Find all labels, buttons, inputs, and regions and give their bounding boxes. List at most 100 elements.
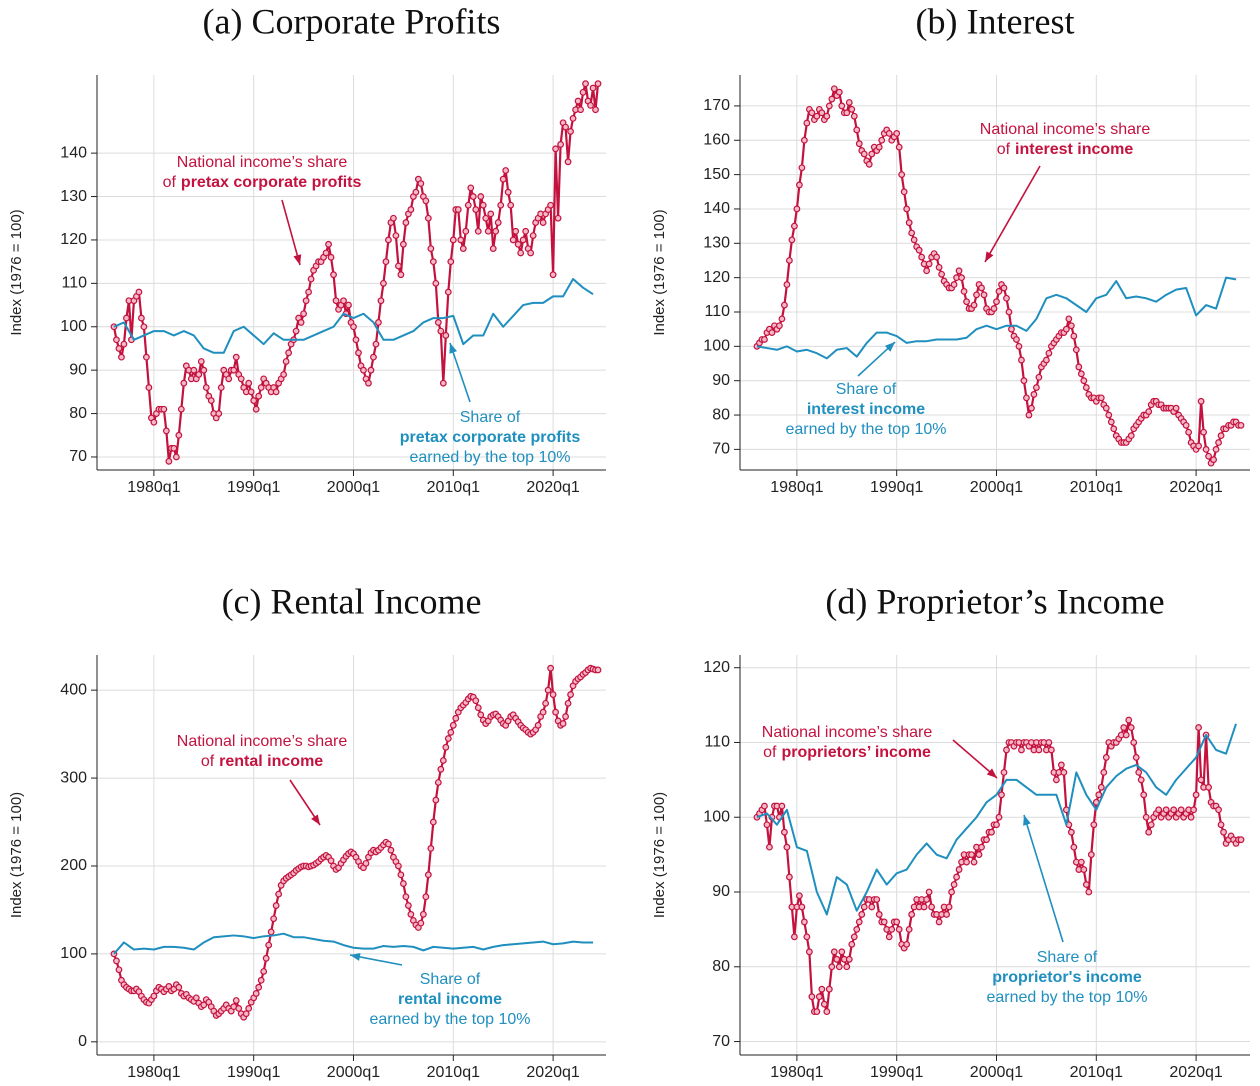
- point-marker: [923, 896, 931, 903]
- annotation-text: pretax corporate profits: [400, 429, 581, 446]
- point-marker: [885, 933, 893, 941]
- point-marker: [1045, 739, 1053, 746]
- point-marker: [865, 160, 873, 168]
- point-marker: [761, 336, 768, 343]
- point-marker: [175, 983, 183, 991]
- point-marker: [562, 713, 569, 720]
- point-marker: [1052, 776, 1060, 784]
- point-marker: [424, 214, 432, 222]
- point-marker: [1067, 322, 1075, 330]
- point-marker: [372, 340, 380, 348]
- point-marker: [903, 940, 911, 948]
- point-marker: [888, 925, 896, 933]
- point-marker: [781, 828, 788, 836]
- point-marker: [1102, 404, 1110, 412]
- annotation-text: National income’s share: [177, 154, 348, 171]
- point-marker: [808, 109, 816, 117]
- annotation-arrow: [984, 165, 1041, 263]
- point-marker: [1000, 768, 1008, 776]
- point-marker: [397, 871, 405, 879]
- point-marker: [514, 240, 522, 248]
- annotation-arrow: [1023, 814, 1064, 943]
- point-marker: [322, 249, 330, 257]
- point-marker: [1197, 776, 1205, 784]
- point-marker: [830, 948, 838, 956]
- point-marker: [1190, 806, 1198, 814]
- point-marker: [768, 329, 776, 337]
- point-marker: [569, 115, 577, 122]
- point-marker: [1200, 428, 1207, 436]
- point-marker: [958, 274, 965, 282]
- point-marker: [399, 880, 407, 887]
- point-marker: [252, 405, 260, 413]
- y-tick-label: 120: [703, 269, 730, 286]
- point-marker: [761, 802, 768, 810]
- point-marker: [447, 728, 455, 736]
- point-marker: [404, 902, 412, 909]
- point-marker: [835, 963, 843, 971]
- point-marker: [442, 743, 450, 751]
- y-tick-label: 70: [712, 441, 730, 458]
- point-marker: [140, 323, 148, 331]
- point-marker: [529, 232, 537, 240]
- point-marker: [1003, 294, 1010, 302]
- point-marker: [1217, 432, 1225, 440]
- y-tick-label: 110: [704, 303, 730, 320]
- point-marker: [118, 353, 125, 361]
- point-marker: [783, 281, 791, 288]
- point-marker: [875, 911, 883, 918]
- panel: (b) Interest Index (1976 = 100) 70 80 90 100 1…: [651, 1, 1250, 496]
- y-tick-label: 80: [69, 405, 87, 422]
- annotation-text: earned by the top 10%: [369, 1011, 530, 1028]
- point-marker: [402, 219, 410, 226]
- x-tick-label: 1980q1: [127, 1064, 180, 1081]
- point-marker: [594, 80, 602, 88]
- point-marker: [923, 267, 931, 275]
- point-marker: [898, 171, 906, 179]
- point-marker: [474, 704, 482, 712]
- point-marker: [424, 871, 432, 879]
- point-marker: [177, 405, 185, 413]
- point-marker: [955, 267, 963, 275]
- point-marker: [828, 963, 836, 971]
- point-marker: [928, 903, 936, 911]
- point-marker: [439, 379, 447, 387]
- point-marker: [1142, 813, 1150, 821]
- point-marker: [878, 136, 886, 144]
- y-tick-label: 100: [60, 318, 87, 335]
- point-marker: [305, 288, 312, 296]
- y-tick-label: 200: [60, 857, 87, 874]
- point-marker: [437, 327, 445, 335]
- point-marker: [387, 846, 395, 854]
- point-marker: [434, 779, 442, 786]
- point-marker: [355, 349, 362, 357]
- point-marker: [943, 911, 950, 918]
- point-marker: [417, 180, 425, 187]
- point-marker: [250, 397, 258, 404]
- y-tick-label: 70: [712, 1033, 730, 1050]
- point-marker: [1000, 284, 1008, 292]
- point-marker: [1020, 377, 1028, 385]
- point-marker: [459, 245, 467, 253]
- point-marker: [504, 188, 512, 196]
- point-marker: [512, 227, 520, 235]
- point-marker: [1075, 363, 1083, 371]
- point-marker: [1035, 746, 1043, 754]
- point-marker: [449, 721, 457, 729]
- point-marker: [935, 263, 943, 271]
- y-tick-label: 110: [61, 275, 87, 292]
- panel: (a) Corporate Profits Index (1976 = 100) 7…: [8, 1, 606, 496]
- arrow-head: [350, 952, 361, 961]
- point-marker: [973, 291, 980, 299]
- point-marker: [860, 903, 868, 911]
- point-marker: [808, 993, 816, 1001]
- point-marker: [781, 301, 788, 309]
- x-tick-label: 1980q1: [770, 1064, 823, 1081]
- point-marker: [282, 358, 290, 365]
- series-line: [756, 276, 1237, 360]
- point-marker: [262, 954, 270, 962]
- point-marker: [1087, 851, 1095, 859]
- point-marker: [905, 219, 913, 227]
- point-marker: [850, 933, 858, 941]
- point-marker: [412, 188, 420, 196]
